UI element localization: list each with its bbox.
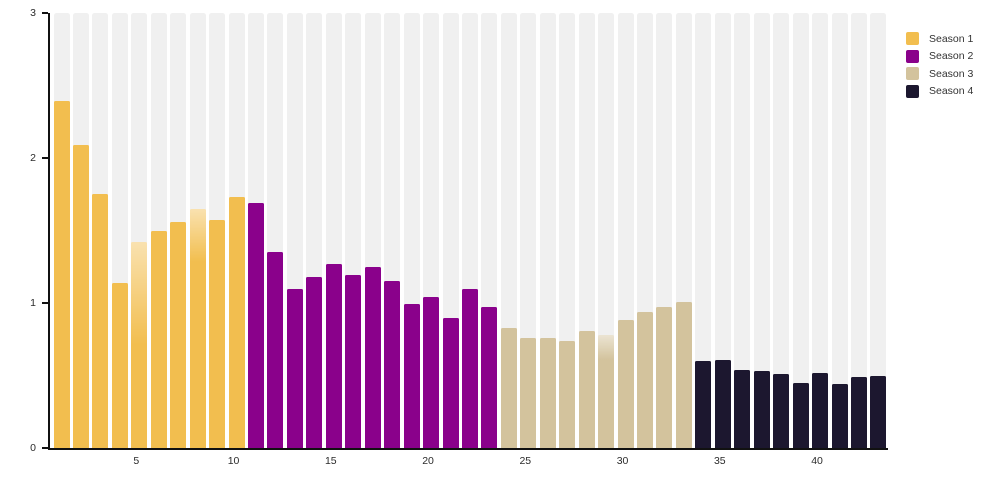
- bar-episode-40: [812, 372, 829, 448]
- background-stripe: [831, 13, 848, 448]
- x-tick-label: 40: [811, 455, 823, 467]
- bar-episode-43: [870, 375, 887, 448]
- y-tick-label: 2: [30, 152, 36, 164]
- legend-item-season-2: Season 2: [906, 48, 973, 66]
- bar-episode-38: [773, 374, 790, 448]
- background-stripe: [753, 13, 770, 448]
- season-2-swatch-icon: [906, 49, 919, 63]
- background-stripe: [773, 13, 790, 448]
- y-tick-mark: [42, 302, 48, 304]
- legend-label: Season 4: [929, 85, 974, 98]
- legend: Season 1 Season 2 Season 3 Season 4: [906, 30, 973, 100]
- background-stripe: [870, 13, 887, 448]
- bar-episode-28: [578, 330, 595, 448]
- bar-episode-14: [306, 276, 323, 448]
- bar-episode-33: [675, 301, 692, 448]
- x-tick-label: 10: [227, 455, 240, 467]
- bar-episode-1: [53, 101, 70, 448]
- bar-episode-20: [423, 297, 440, 448]
- y-tick-label: 0: [30, 442, 36, 454]
- bar-episode-24: [500, 327, 517, 448]
- bar-episode-34: [695, 361, 712, 448]
- background-stripe: [850, 13, 867, 448]
- bar-episode-23: [481, 307, 498, 448]
- bar-episode-19: [403, 304, 420, 448]
- bar-episode-32: [656, 307, 673, 448]
- bar-episode-37: [753, 371, 770, 448]
- bar-episode-3: [92, 194, 109, 448]
- bar-episode-39: [792, 382, 809, 448]
- bar-episode-16: [345, 275, 362, 448]
- season-3-swatch-icon: [906, 67, 919, 81]
- background-stripe: [714, 13, 731, 448]
- bar-episode-9: [209, 220, 226, 448]
- x-axis-line: [48, 448, 888, 450]
- x-tick-label: 20: [422, 455, 434, 467]
- y-tick-label: 1: [30, 297, 36, 309]
- bar-episode-8: [189, 208, 206, 448]
- legend-item-season-1: Season 1: [906, 30, 973, 48]
- bar-episode-2: [72, 144, 89, 448]
- bar-episode-18: [384, 281, 401, 448]
- x-tick-label: 5: [133, 455, 140, 467]
- bar-episode-21: [442, 317, 459, 448]
- bar-episode-22: [461, 288, 478, 448]
- bar-episode-42: [850, 376, 867, 448]
- bar-episode-27: [559, 340, 576, 448]
- legend-label: Season 1: [929, 32, 974, 45]
- bar-episode-10: [228, 197, 245, 448]
- bar-episode-7: [170, 221, 187, 448]
- x-tick-label: 15: [324, 455, 337, 467]
- x-tick-label: 35: [713, 455, 726, 467]
- season-4-swatch-icon: [906, 84, 919, 98]
- bar-episode-25: [520, 337, 537, 448]
- background-stripe: [734, 13, 751, 448]
- x-tick-label: 25: [519, 455, 532, 467]
- bar-episode-35: [714, 359, 731, 448]
- background-stripe: [695, 13, 712, 448]
- background-stripe: [559, 13, 576, 448]
- background-stripe: [812, 13, 829, 448]
- background-stripe: [792, 13, 809, 448]
- y-tick-mark: [42, 12, 48, 14]
- bar-episode-31: [637, 311, 653, 448]
- bar-episode-6: [150, 230, 167, 448]
- y-tick-mark: [42, 447, 48, 449]
- bar-episode-29: [598, 334, 615, 448]
- bar-episode-17: [364, 266, 381, 448]
- y-tick-mark: [42, 157, 48, 159]
- bar-episode-30: [617, 320, 634, 448]
- bar-episode-26: [539, 337, 556, 448]
- y-tick-label: 3: [30, 7, 36, 19]
- legend-item-season-4: Season 4: [906, 83, 973, 101]
- bar-episode-41: [831, 384, 848, 448]
- bar-episode-12: [267, 252, 284, 448]
- bar-episode-11: [248, 202, 264, 448]
- legend-label: Season 2: [929, 50, 974, 63]
- bar-episode-5: [131, 242, 148, 448]
- bar-episode-4: [111, 282, 128, 448]
- x-tick-label: 30: [616, 455, 629, 467]
- season-1-swatch-icon: [906, 32, 919, 46]
- bar-episode-15: [325, 263, 342, 448]
- bar-episode-13: [286, 288, 303, 448]
- bar-episode-36: [734, 369, 751, 448]
- legend-label: Season 3: [929, 67, 974, 80]
- legend-item-season-3: Season 3: [906, 65, 973, 83]
- y-axis-line: [48, 13, 50, 450]
